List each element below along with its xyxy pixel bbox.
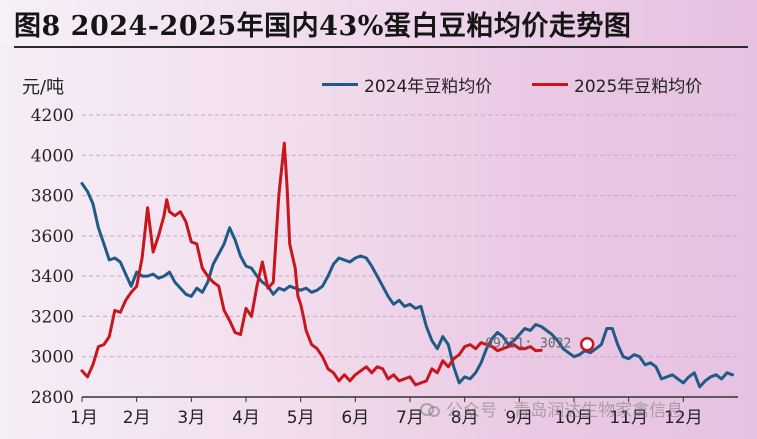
y-tick-label: 2800	[31, 388, 74, 408]
x-tick-label: 3月	[177, 408, 205, 428]
annotation-marker	[579, 337, 595, 352]
y-tick-label: 4000	[31, 146, 74, 166]
legend-swatch-2025	[532, 83, 568, 86]
y-tick-label: 3000	[31, 348, 74, 368]
legend-item-2024: 2024年豆粕均价	[322, 72, 492, 97]
annotation-label: 09/11: 3032	[485, 336, 571, 351]
title-divider	[14, 46, 748, 48]
series-line-2024	[80, 182, 734, 389]
x-tick-label: 2月	[123, 408, 151, 428]
x-tick-label: 11月	[609, 408, 648, 428]
title-bar: 图8 2024-2025年国内43%蛋白豆粕均价走势图	[0, 0, 757, 46]
legend-label-2024: 2024年豆粕均价	[364, 77, 493, 97]
legend-item-2025: 2025年豆粕均价	[532, 72, 702, 97]
annotation-layer: 09/11: 3032	[485, 336, 595, 352]
watermark: 公众号 · 青岛润达生物家禽信息	[420, 396, 683, 421]
x-tick-label: 12月	[664, 408, 703, 428]
x-tick-label: 9月	[505, 408, 533, 428]
y-axis-unit-label: 元/吨	[22, 77, 65, 98]
x-tick-label: 10月	[555, 408, 594, 428]
gridlines	[82, 114, 738, 358]
series-line-2025	[80, 141, 543, 387]
x-tick-label: 6月	[341, 408, 369, 428]
axes: 2800 3000 3200 3400 3600 3800 4000 4200 1月 2月 3月 4月…	[31, 106, 738, 428]
series-lines	[80, 141, 734, 389]
legend-swatch-2024	[322, 83, 358, 86]
x-tick-label: 5月	[287, 408, 315, 428]
y-tick-label: 4200	[31, 106, 74, 126]
y-tick-label: 3800	[31, 187, 74, 207]
x-tick-label: 7月	[396, 408, 424, 428]
chart-title: 图8 2024-2025年国内43%蛋白豆粕均价走势图	[14, 11, 632, 42]
legend-label-2025: 2025年豆粕均价	[574, 77, 703, 97]
wechat-icon	[420, 401, 440, 417]
y-tick-label: 3600	[31, 227, 74, 247]
x-tick-label: 8月	[451, 408, 479, 428]
x-tick-label: 1月	[70, 408, 98, 428]
x-tick-label: 4月	[232, 408, 260, 428]
y-tick-label: 3200	[31, 307, 74, 327]
y-tick-label: 3400	[31, 267, 74, 287]
watermark-text: 公众号 · 青岛润达生物家禽信息	[446, 401, 684, 421]
